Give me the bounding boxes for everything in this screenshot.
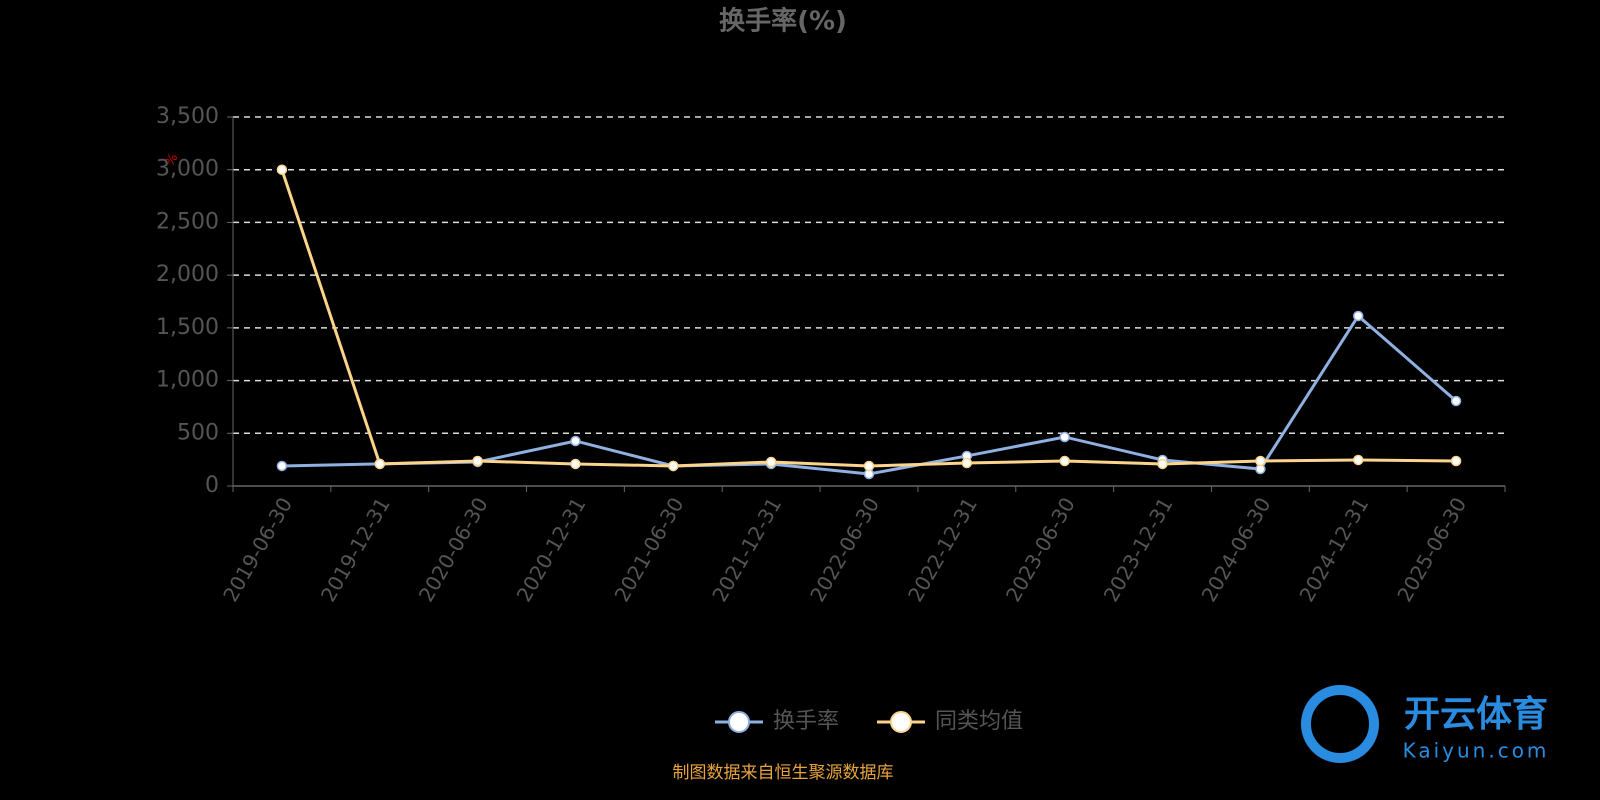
data-point: [1059, 431, 1070, 443]
data-point: [1450, 395, 1462, 407]
data-point: [1255, 455, 1266, 467]
legend-label: 同类均值: [935, 709, 1023, 734]
data-point: [863, 460, 875, 472]
legend-marker: [728, 711, 750, 733]
data-point: [276, 164, 288, 175]
watermark-brand: 开云体育: [1404, 694, 1548, 735]
data-point: [1352, 454, 1364, 466]
watermark-site: Kaiyun.com: [1403, 739, 1550, 763]
watermark: 开云体育 Kaiyun.com: [1301, 685, 1550, 763]
data-point: [961, 457, 973, 469]
chart-title: 换手率(%): [719, 6, 847, 37]
data-point: [374, 458, 386, 470]
data-point: [276, 460, 288, 472]
y-tick-label: 1,500: [156, 315, 219, 340]
y-tick-label: 500: [177, 420, 219, 445]
data-point: [1059, 455, 1070, 467]
y-tick-label: 3,500: [156, 104, 219, 129]
y-tick-label: 1,000: [156, 368, 219, 393]
y-tick-label: 2,500: [156, 209, 219, 234]
legend-item: 同类均值: [877, 709, 1023, 734]
data-point: [668, 460, 679, 472]
data-point: [1450, 455, 1462, 467]
legend-marker: [890, 711, 912, 733]
y-tick-label: 0: [205, 473, 219, 498]
data-point: [570, 435, 581, 447]
data-point: [765, 456, 777, 468]
legend-label: 换手率: [773, 709, 839, 734]
data-point: [1157, 458, 1168, 470]
source-note: 制图数据来自恒生聚源数据库: [673, 763, 894, 783]
data-point: [472, 455, 483, 467]
y-tick-label: 3,000: [156, 157, 219, 182]
data-point: [1352, 310, 1364, 322]
legend-item: 换手率: [715, 709, 839, 734]
y-tick-label: 2,000: [156, 262, 219, 287]
watermark-logo: [1301, 685, 1379, 763]
data-point: [570, 458, 581, 470]
